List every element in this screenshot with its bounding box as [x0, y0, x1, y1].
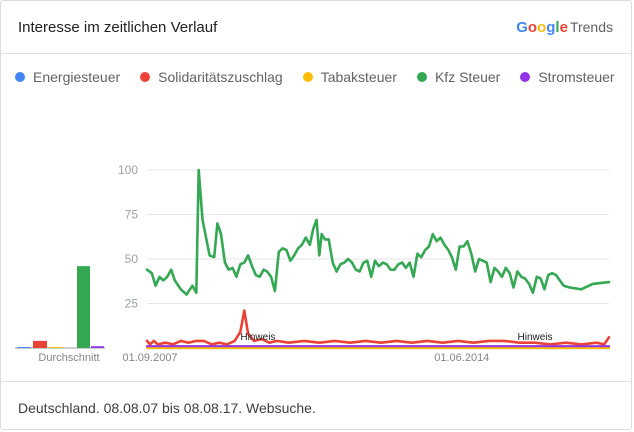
average-bar	[49, 347, 63, 348]
legend-dot-icon	[416, 72, 427, 82]
brand-letter: o	[537, 19, 547, 36]
legend-dot-icon	[520, 72, 531, 82]
footer-text: Deutschland. 08.08.07 bis 08.08.17. Webs…	[18, 400, 316, 416]
x-tick-label: 01.09.2007	[123, 352, 178, 364]
legend-label: Energiesteuer	[33, 69, 121, 85]
chart-title: Interesse im zeitlichen Verlauf	[18, 19, 218, 36]
y-tick-label: 75	[125, 208, 139, 222]
series-line	[145, 309, 611, 346]
legend-label: Kfz Steuer	[434, 69, 501, 85]
brand-letter: g	[546, 19, 556, 36]
brand-letter: e	[559, 19, 568, 36]
y-tick-label: 100	[118, 163, 138, 177]
legend-item[interactable]: Stromsteuer	[520, 69, 615, 85]
annotation-label: Hinweis	[518, 332, 553, 343]
legend-label: Stromsteuer	[538, 69, 615, 85]
legend-label: Tabaksteuer	[320, 69, 397, 85]
average-bar	[17, 347, 31, 348]
average-label: Durchschnitt	[38, 352, 99, 364]
legend-item[interactable]: Solidaritätszuschlag	[140, 69, 283, 85]
legend-item[interactable]: Energiesteuer	[15, 69, 120, 85]
series-line	[145, 168, 611, 296]
annotation-label: Hinweis	[240, 332, 275, 343]
average-bar	[33, 340, 47, 348]
chart-plot: 25 50 75 100 Durchschnitt 01.09.2007 01.06.201…	[15, 163, 611, 364]
brand-letter: l	[555, 19, 560, 36]
chart-legend: Energiesteuer Solidaritätszuschlag Tabakst…	[15, 68, 634, 86]
brand-suffix: Trends	[569, 19, 613, 35]
legend-dot-icon	[302, 72, 313, 82]
card-footer: Deutschland. 08.08.07 bis 08.08.17. Webs…	[1, 381, 631, 432]
card-header: Interesse im zeitlichen Verlauf Google Tr…	[1, 1, 631, 54]
average-bar	[91, 346, 104, 348]
y-tick-label: 50	[125, 252, 139, 266]
y-tick-label: 25	[125, 297, 139, 311]
legend-dot-icon	[15, 72, 25, 82]
brand-letter: o	[527, 19, 538, 36]
legend-item[interactable]: Kfz Steuer	[416, 69, 501, 85]
legend-item[interactable]: Tabaksteuer	[302, 69, 397, 85]
x-tick-label: 01.06.2014	[434, 352, 489, 364]
google-trends-logo: Google Trends	[516, 19, 613, 36]
legend-label: Solidaritätszuschlag	[158, 69, 283, 85]
legend-dot-icon	[140, 72, 151, 82]
average-bar	[77, 266, 90, 348]
brand-letter: G	[516, 19, 528, 36]
